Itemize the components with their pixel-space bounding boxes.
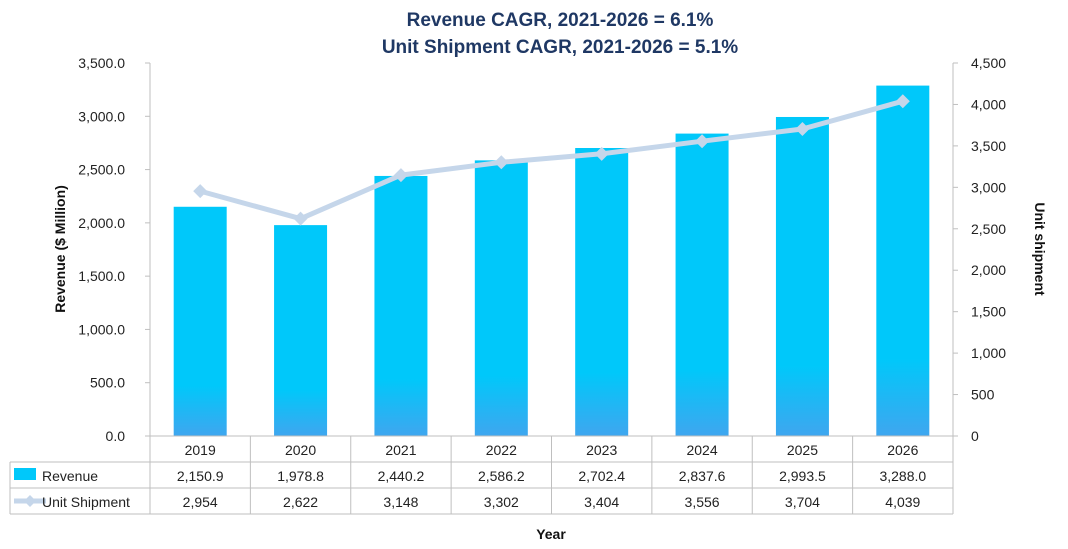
- unit-shipment-value-2021: 3,148: [383, 494, 418, 510]
- unit-shipment-line-path: [199, 98, 904, 222]
- y-tick-label: 0.0: [106, 428, 126, 444]
- revenue-bar-2021: [374, 175, 428, 436]
- unit-shipment-marker-2020: [293, 211, 308, 226]
- x-axis-label: Year: [536, 526, 566, 542]
- unit-shipment-value-2026: 4,039: [885, 494, 920, 510]
- x-tick-label-2020: 2020: [285, 442, 316, 458]
- unit-shipment-marker-2021: [393, 168, 408, 183]
- unit-shipment-marker-2019: [193, 184, 208, 199]
- x-tick-label-2022: 2022: [486, 442, 517, 458]
- revenue-bar-2024: [675, 133, 729, 437]
- chart-title-line-1: Revenue CAGR, 2021-2026 = 6.1%: [407, 10, 714, 31]
- revenue-bar-2025: [775, 116, 829, 437]
- unit-shipment-marker-2023: [594, 146, 609, 161]
- legend-marker-unit-shipment: [24, 495, 36, 507]
- x-tick-label-2021: 2021: [385, 442, 416, 458]
- revenue-bar-2026: [876, 85, 930, 436]
- y-tick-label: 2,500.0: [78, 162, 125, 178]
- unit-shipment-value-2025: 3,704: [785, 494, 820, 510]
- revenue-value-2026: 3,288.0: [879, 468, 926, 484]
- unit-shipment-value-2022: 3,302: [484, 494, 519, 510]
- revenue-bar-2020: [274, 225, 328, 436]
- revenue-value-2021: 2,440.2: [378, 468, 425, 484]
- revenue-bars: [173, 85, 930, 437]
- y2-tick-label: 1,500: [971, 304, 1006, 320]
- revenue-value-2019: 2,150.9: [177, 468, 224, 484]
- unit-shipment-marker-2026: [895, 94, 910, 109]
- unit-shipment-value-2019: 2,954: [183, 494, 218, 510]
- y-tick-label: 3,500.0: [78, 55, 125, 71]
- y-tick-label: 1,000.0: [78, 321, 125, 337]
- y2-tick-label: 2,000: [971, 262, 1006, 278]
- legend-label-unit-shipment: Unit Shipment: [42, 494, 130, 510]
- revenue-value-2020: 1,978.8: [277, 468, 324, 484]
- y2-tick-label: 2,500: [971, 221, 1006, 237]
- unit-shipment-marker-2022: [494, 155, 509, 170]
- legend-label-revenue: Revenue: [42, 468, 98, 484]
- revenue-bar-2019: [173, 206, 227, 436]
- revenue-value-2022: 2,586.2: [478, 468, 525, 484]
- x-tick-label-2019: 2019: [185, 442, 216, 458]
- y2-tick-label: 4,500: [971, 55, 1006, 71]
- y2-tick-label: 0: [971, 428, 979, 444]
- unit-shipment-marker-2025: [795, 121, 810, 136]
- unit-shipment-value-2020: 2,622: [283, 494, 318, 510]
- x-tick-label-2024: 2024: [686, 442, 717, 458]
- unit-shipment-value-2023: 3,404: [584, 494, 619, 510]
- axes: [149, 63, 954, 436]
- legend-swatch-revenue: [14, 468, 36, 480]
- chart-title-line-2: Unit Shipment CAGR, 2021-2026 = 5.1%: [382, 37, 738, 58]
- y2-tick-label: 500: [971, 387, 995, 403]
- revenue-bar-2023: [575, 148, 629, 436]
- y2-tick-label: 1,000: [971, 345, 1006, 361]
- left-axis-ticks: 0.0 500.0 1,000.0 1,500.0 2,000.0 2,500.0 3,00…: [78, 55, 150, 444]
- revenue-value-2025: 2,993.5: [779, 468, 826, 484]
- y2-tick-label: 3,000: [971, 179, 1006, 195]
- y-tick-label: 1,500.0: [78, 268, 125, 284]
- y-tick-label: 500.0: [90, 375, 125, 391]
- x-tick-label-2026: 2026: [887, 442, 918, 458]
- revenue-value-2024: 2,837.6: [679, 468, 726, 484]
- unit-shipment-value-2024: 3,556: [685, 494, 720, 510]
- y-tick-label: 2,000.0: [78, 215, 125, 231]
- y-axis-label: Revenue ($ Million): [52, 185, 68, 313]
- y2-tick-label: 3,500: [971, 138, 1006, 154]
- right-axis-ticks: 0 500 1,000 1,500 2,000 2,500 3,000 3,500 4,000 4…: [953, 55, 1006, 444]
- revenue-value-2023: 2,702.4: [578, 468, 625, 484]
- unit-shipment-line: [193, 94, 910, 226]
- unit-shipment-marker-2024: [695, 134, 710, 149]
- y2-axis-label: Unit shipment: [1032, 202, 1048, 296]
- revenue-bar-2022: [474, 160, 528, 437]
- y-tick-label: 3,000.0: [78, 108, 125, 124]
- y2-tick-label: 4,000: [971, 96, 1006, 112]
- x-tick-label-2025: 2025: [787, 442, 818, 458]
- x-tick-label-2023: 2023: [586, 442, 617, 458]
- data-table: 2019 2020 2021 2022 2023 2024 2025 2026 Revenue 2…: [9, 435, 954, 515]
